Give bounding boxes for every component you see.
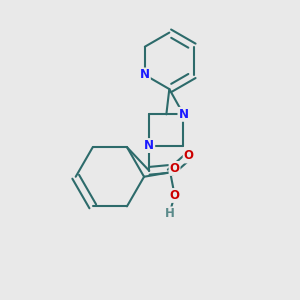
Text: N: N [140, 68, 150, 82]
Text: O: O [184, 149, 194, 162]
Text: N: N [178, 108, 188, 121]
Text: O: O [169, 162, 179, 175]
Text: H: H [164, 207, 174, 220]
Text: N: N [144, 139, 154, 152]
Text: O: O [170, 189, 180, 202]
